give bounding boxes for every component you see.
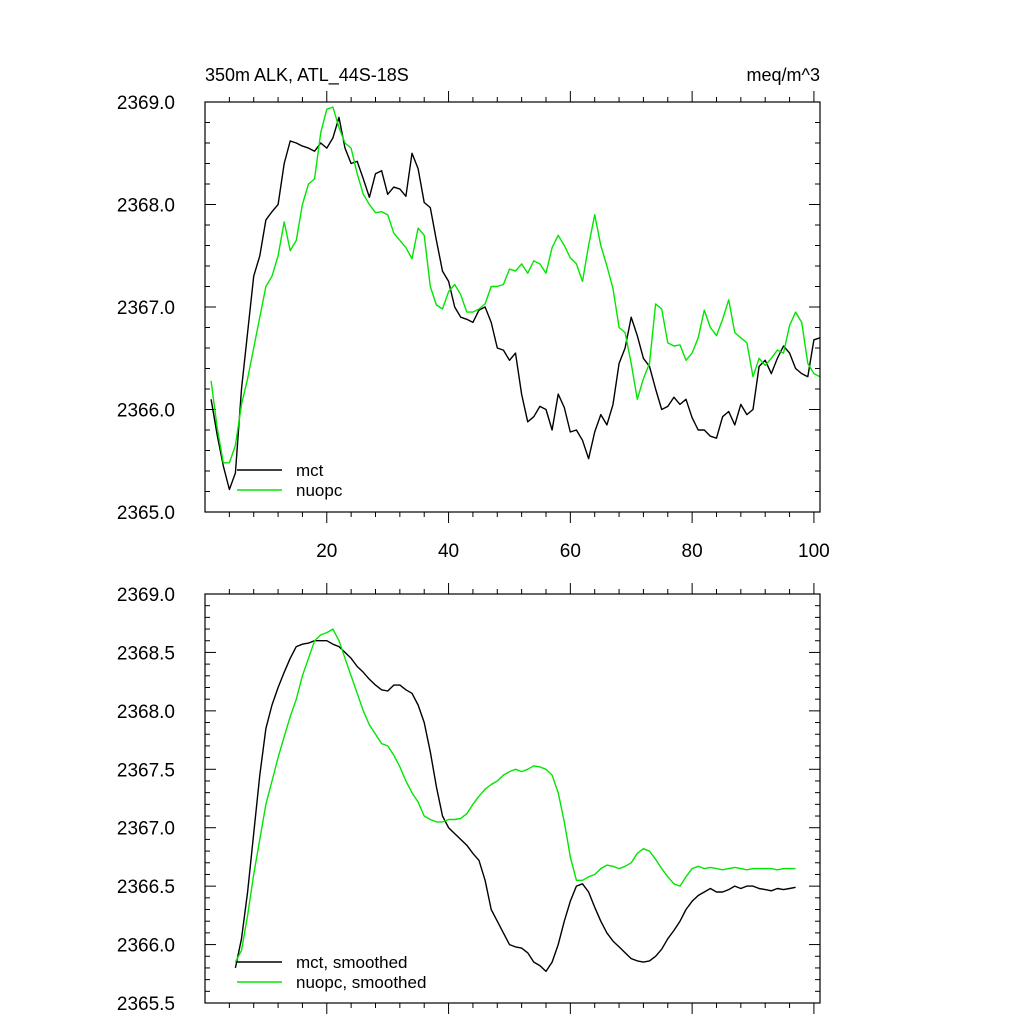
series-line-nuopc-smoothed — [234, 628, 796, 963]
series-line-nuopc — [210, 106, 821, 464]
top-plot-frame — [204, 101, 821, 513]
y-tick-label: 2367.0 — [117, 298, 175, 319]
y-tick-label: 2369.0 — [117, 93, 175, 114]
bottom-legend: mct, smoothed nuopc, smoothed — [237, 953, 426, 992]
legend-label-nuopc: nuopc — [296, 481, 343, 500]
y-tick-label: 2365.0 — [117, 503, 175, 524]
y-tick-label: 2366.0 — [117, 936, 175, 957]
y-tick-label: 2366.0 — [117, 401, 175, 422]
top-legend: mct nuopc — [237, 461, 343, 500]
y-tick-label: 2365.5 — [117, 994, 175, 1015]
y-tick-label: 2368.5 — [117, 643, 175, 664]
legend-label-nuopc-smoothed: nuopc, smoothed — [296, 973, 426, 992]
legend-label-mct-smoothed: mct, smoothed — [296, 953, 408, 972]
raw-series-panel: 350m ALK, ATL_44S-18S meq/m^3 2365.0 2366… — [117, 65, 830, 562]
bottom-plot-frame — [204, 593, 821, 1004]
y-tick-label: 2367.5 — [117, 760, 175, 781]
x-tick-label: 80 — [682, 541, 703, 562]
series-line-mct-smoothed — [234, 640, 796, 973]
y-tick-label: 2366.5 — [117, 877, 175, 898]
x-tick-label: 100 — [798, 541, 830, 562]
y-tick-label: 2369.0 — [117, 585, 175, 606]
y-tick-label: 2368.0 — [117, 196, 175, 217]
x-tick-label: 60 — [560, 541, 581, 562]
chart-title: 350m ALK, ATL_44S-18S — [205, 65, 409, 86]
y-tick-label: 2367.0 — [117, 819, 175, 840]
units-label: meq/m^3 — [747, 65, 820, 85]
y-tick-label: 2368.0 — [117, 702, 175, 723]
bottom-axes: 2365.5 2366.0 2366.5 2367.0 2367.5 2368.0 2368… — [117, 583, 820, 1015]
top-plot-area — [210, 106, 821, 491]
bottom-plot-area — [234, 628, 796, 973]
legend-label-mct: mct — [296, 461, 324, 480]
x-tick-label: 40 — [438, 541, 459, 562]
smoothed-series-panel: 2365.5 2366.0 2366.5 2367.0 2367.5 2368.0 2368… — [117, 583, 821, 1015]
series-line-mct — [210, 116, 821, 491]
x-tick-label: 20 — [316, 541, 337, 562]
